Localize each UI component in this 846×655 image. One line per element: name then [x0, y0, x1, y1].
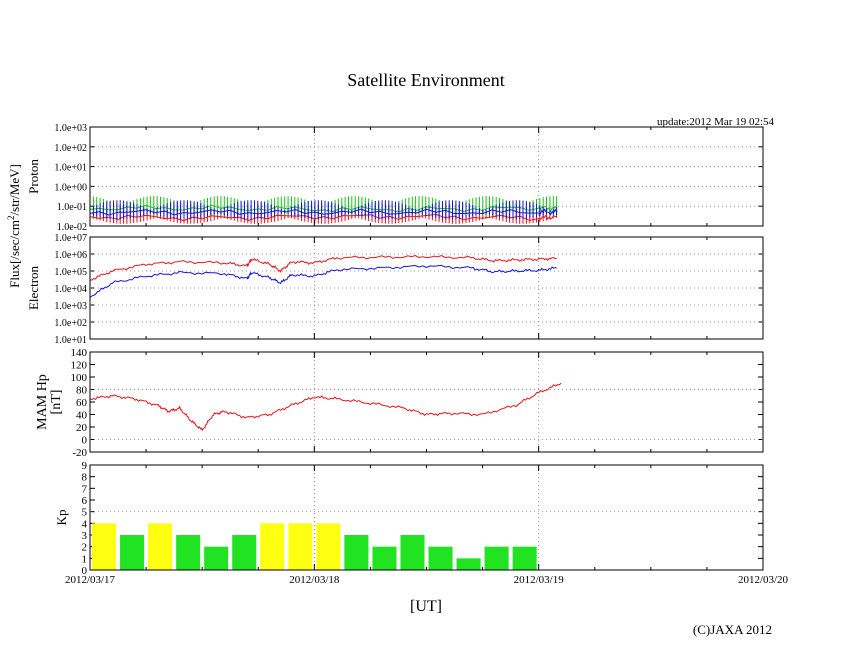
electron-y-tick-label: 1.0e+02 — [54, 318, 87, 329]
kp-y-tick-label: 7 — [82, 483, 88, 495]
mam-y-tick-label: 100 — [71, 372, 88, 384]
kp-bar — [176, 535, 201, 570]
mam-series-red — [89, 382, 562, 432]
electron-series-blue — [89, 264, 557, 298]
kp-bar — [456, 558, 481, 570]
kp-bar — [400, 535, 425, 570]
mam-y-tick-label: 80 — [76, 385, 88, 397]
electron-ylabel: Electron — [26, 265, 41, 310]
kp-ylabel: Kp — [54, 510, 69, 526]
kp-y-tick-label: 6 — [82, 495, 88, 507]
mam-y-tick-label: 120 — [71, 360, 88, 372]
kp-bar — [428, 546, 453, 570]
kp-bar — [148, 523, 173, 570]
electron-y-tick-label: 1.0e+04 — [54, 284, 87, 295]
electron-y-tick-label: 1.0e+05 — [54, 267, 87, 278]
proton-ylabel: Proton — [26, 159, 41, 194]
mam-y-tick-label: 40 — [76, 410, 88, 422]
mam-y-tick-label: 0 — [82, 435, 88, 447]
kp-bar — [344, 535, 369, 570]
kp-bar — [484, 546, 509, 570]
chart-title: Satellite Environment — [347, 70, 504, 90]
proton-y-tick-label: 1.0e+02 — [54, 143, 87, 154]
kp-bar — [232, 535, 257, 570]
kp-y-tick-label: 8 — [82, 472, 88, 484]
kp-bar — [260, 523, 285, 570]
proton-y-tick-label: 1.0e+00 — [54, 182, 87, 193]
x-tick-label: 2012/03/18 — [289, 574, 340, 586]
copyright: (C)JAXA 2012 — [693, 622, 772, 637]
electron-y-tick-label: 1.0e+01 — [54, 335, 87, 346]
kp-y-tick-label: 0 — [82, 565, 88, 577]
x-tick-label: 2012/03/17 — [65, 574, 116, 586]
mam-y-tick-label: 60 — [76, 397, 88, 409]
update-label: update:2012 Mar 19 02:54 — [657, 116, 775, 128]
mam-y-tick-label: 140 — [71, 347, 88, 359]
electron-y-tick-label: 1.0e+07 — [54, 233, 87, 244]
x-tick-label: 2012/03/19 — [514, 574, 565, 586]
kp-y-tick-label: 4 — [82, 518, 88, 530]
flux-label: Flux[/sec/cm2/str/MeV] — [6, 164, 22, 288]
kp-bar — [288, 523, 313, 570]
electron-y-tick-label: 1.0e+03 — [54, 301, 87, 312]
mam-yunit: [nT] — [49, 390, 64, 415]
kp-y-tick-label: 5 — [82, 507, 88, 519]
kp-bar — [316, 523, 341, 570]
kp-bar — [512, 546, 537, 570]
electron-y-tick-label: 1.0e+06 — [54, 250, 87, 261]
proton-y-tick-label: 1.0e-02 — [57, 222, 87, 233]
mam-y-tick-label: 20 — [76, 422, 88, 434]
kp-y-tick-label: 1 — [82, 553, 88, 565]
proton-y-tick-label: 1.0e-01 — [57, 202, 87, 213]
electron-panel: 1.0e+07 1.0e+06 1.0e+05 1.0e+04 1.0e+03 1.0e+… — [26, 233, 764, 346]
x-axis-label: [UT] — [410, 598, 442, 615]
kp-bar — [92, 523, 117, 570]
x-tick-label: 2012/03/20 — [738, 574, 789, 586]
kp-y-tick-label: 2 — [82, 542, 88, 554]
proton-y-tick-label: 1.0e+01 — [54, 163, 87, 174]
kp-y-tick-label: 3 — [82, 530, 88, 542]
kp-bar — [120, 535, 145, 570]
kp-bar — [204, 546, 229, 570]
mam-frame — [89, 351, 764, 453]
kp-y-tick-label: 9 — [82, 460, 88, 472]
mam-y-tick-label: -20 — [72, 447, 87, 459]
kp-bar — [372, 546, 397, 570]
proton-series-red — [89, 213, 557, 222]
mam-ylabel: MAM Hp — [35, 374, 50, 430]
electron-series-red — [89, 254, 557, 281]
proton-panel: 1.0e+03 1.0e+02 1.0e+01 1.0e+00 1.0e-01 1.0e-… — [26, 123, 764, 233]
proton-y-tick-label: 1.0e+03 — [54, 123, 87, 134]
